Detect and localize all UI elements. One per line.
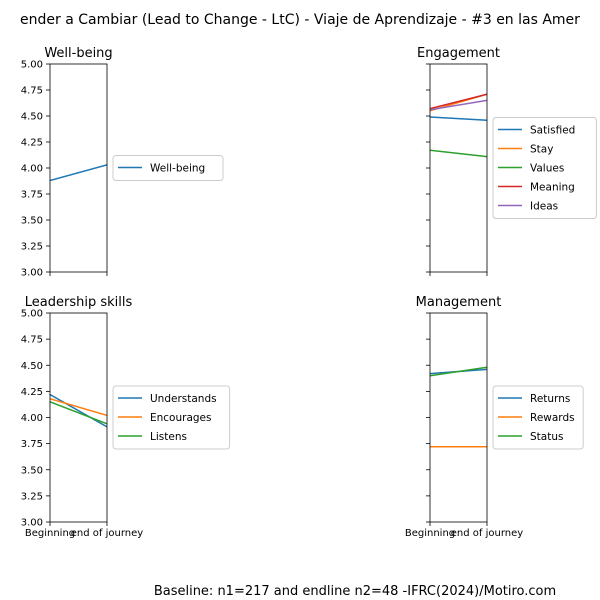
- series-line-status: [430, 366, 487, 377]
- legend-label: Rewards: [530, 412, 575, 424]
- legend-label: Listens: [150, 431, 187, 443]
- y-tick-label: 4.75: [21, 335, 43, 346]
- legend-label: Understands: [150, 393, 217, 405]
- y-tick-label: 4.50: [21, 361, 43, 372]
- axes-frame: [429, 63, 488, 273]
- figure-title: ender a Cambiar (Lead to Change - LtC) -…: [20, 12, 580, 28]
- legend: Returns Rewards Status: [492, 385, 584, 450]
- series-lines: [430, 93, 487, 158]
- x-tick-label: Beginning: [25, 528, 75, 539]
- legend-label: Meaning: [530, 182, 575, 194]
- x-tick-label: end of journey: [451, 528, 523, 539]
- y-tick-label: 4.75: [21, 86, 43, 97]
- legend-box: [492, 385, 584, 450]
- legend: Satisfied Stay Values Meaning Ideas: [492, 117, 597, 219]
- figure-footer: Baseline: n1=217 and endline n2=48 -IFRC…: [154, 584, 556, 599]
- legend-label: Ideas: [530, 201, 558, 213]
- chart-panels: Well-being 3.00 3.25 3.50 3.75 4.00 4.25 4.50 4.…: [21, 46, 597, 539]
- y-tick-label: 4.50: [21, 112, 43, 123]
- y-tick-label: 3.75: [21, 190, 43, 201]
- y-tick-label: 3.75: [21, 439, 43, 450]
- series-line-satisfied: [430, 116, 487, 121]
- y-tick-label: 4.00: [21, 413, 43, 424]
- y-tick-label: 3.50: [21, 465, 43, 476]
- panel-3: Leadership skills 3.00 3.25 3.50 3.75 4.00 4.2…: [21, 295, 231, 539]
- legend-label: Returns: [530, 393, 570, 405]
- legend-label: Well-being: [150, 163, 205, 175]
- panel-title: Management: [416, 295, 502, 310]
- y-tick-label: 5.00: [21, 60, 43, 71]
- y-tick-label: 4.25: [21, 387, 43, 398]
- series-lines: [50, 164, 107, 182]
- series-line-meaning: [430, 93, 487, 110]
- legend-box: [492, 117, 597, 219]
- panel-title: Well-being: [44, 46, 112, 61]
- series-line-well-being: [50, 164, 107, 182]
- y-tick-label: 4.25: [21, 138, 43, 149]
- series-line-ideas: [430, 99, 487, 111]
- panel-title: Leadership skills: [25, 295, 133, 310]
- y-tick-label: 3.00: [21, 268, 43, 279]
- legend-box: [112, 155, 224, 181]
- y-tick-label: 5.00: [21, 309, 43, 320]
- legend-label: Status: [530, 431, 563, 443]
- series-line-listens: [50, 401, 107, 425]
- axes-frame: [429, 312, 488, 523]
- series-lines: [430, 366, 487, 448]
- axes-frame: [49, 63, 108, 273]
- y-tick-label: 4.00: [21, 164, 43, 175]
- y-tick-label: 3.50: [21, 216, 43, 227]
- legend-label: Satisfied: [530, 125, 575, 137]
- axes-frame: [49, 312, 108, 523]
- legend: Understands Encourages Listens: [112, 385, 231, 450]
- legend-label: Values: [530, 163, 564, 175]
- series-lines: [50, 393, 107, 428]
- series-line-encourages: [50, 397, 107, 417]
- series-line-understands: [50, 393, 107, 428]
- series-line-values: [430, 149, 487, 158]
- y-tick-label: 3.25: [21, 242, 43, 253]
- panel-1: Well-being 3.00 3.25 3.50 3.75 4.00 4.25 4.50 4.…: [21, 46, 224, 279]
- legend: Well-being: [112, 155, 224, 181]
- x-tick-label: end of journey: [71, 528, 143, 539]
- y-tick-label: 3.00: [21, 518, 43, 529]
- panel-2: Engagement Satisfied Stay Values Meaning Idea…: [417, 46, 597, 276]
- x-tick-label: Beginning: [405, 528, 455, 539]
- panel-title: Engagement: [417, 46, 500, 61]
- legend-label: Encourages: [150, 412, 212, 424]
- legend-box: [112, 385, 231, 450]
- legend-label: Stay: [530, 144, 553, 156]
- y-tick-label: 3.25: [21, 491, 43, 502]
